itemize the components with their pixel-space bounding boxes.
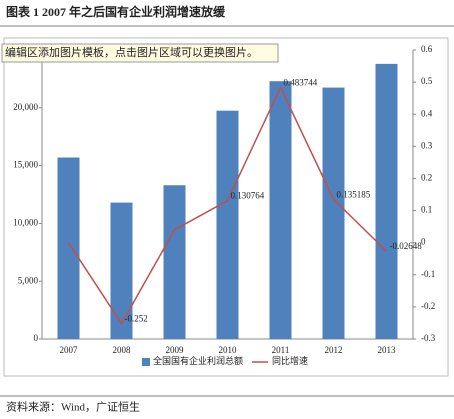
data-label: -0.252 — [125, 314, 148, 324]
legend-swatch — [142, 358, 150, 366]
bar — [216, 110, 239, 339]
data-label: 0.130764 — [231, 191, 265, 201]
overlay-box — [1, 43, 279, 63]
bar — [322, 87, 345, 339]
y2-tick-label: 0 — [421, 237, 426, 247]
data-label: 0.135185 — [337, 189, 371, 199]
y2-tick-label: 0.5 — [421, 76, 433, 86]
x-tick-label: 2010 — [219, 345, 238, 355]
legend-label: 全国国有企业利润总额 — [153, 355, 243, 366]
data-label: 0.483744 — [284, 77, 318, 87]
bar — [110, 202, 133, 339]
y2-tick-label: 0.4 — [421, 108, 433, 118]
x-tick-label: 2009 — [166, 345, 185, 355]
y2-tick-label: -0.2 — [421, 301, 435, 311]
overlay-text: 编辑区添加图片模板，点击图片区域可以更换图片。 — [5, 45, 258, 59]
y2-tick-label: 0.3 — [421, 140, 433, 150]
frame — [3, 37, 449, 377]
legend-label: 同比增速 — [272, 355, 308, 366]
y-tick-label: 5,000 — [18, 275, 39, 285]
x-tick-label: 2007 — [60, 345, 79, 355]
y2-tick-label: 0.2 — [421, 173, 432, 183]
x-tick-label: 2008 — [113, 345, 132, 355]
title: 图表 1 2007 年之后国有企业利润增速放缓 — [6, 4, 226, 19]
source: 资料来源：Wind，广证恒生 — [6, 400, 140, 414]
bar — [269, 81, 292, 339]
bar — [57, 157, 80, 339]
y2-tick-label: 0.1 — [421, 205, 432, 215]
y2-tick-label: -0.1 — [421, 269, 435, 279]
y-tick-label: 20,000 — [13, 102, 38, 112]
bar — [375, 63, 398, 339]
data-label: -0.02648 — [390, 241, 423, 251]
y2-tick-label: -0.3 — [421, 333, 436, 343]
x-tick-label: 2012 — [325, 345, 343, 355]
bar — [163, 185, 186, 339]
x-tick-label: 2013 — [378, 345, 397, 355]
x-tick-label: 2011 — [272, 345, 290, 355]
y-tick-label: 15,000 — [13, 160, 38, 170]
line — [67, 85, 388, 326]
y2-tick-label: 0.6 — [421, 44, 433, 54]
y-tick-label: 0 — [34, 333, 39, 343]
y-tick-label: 10,000 — [13, 217, 38, 227]
